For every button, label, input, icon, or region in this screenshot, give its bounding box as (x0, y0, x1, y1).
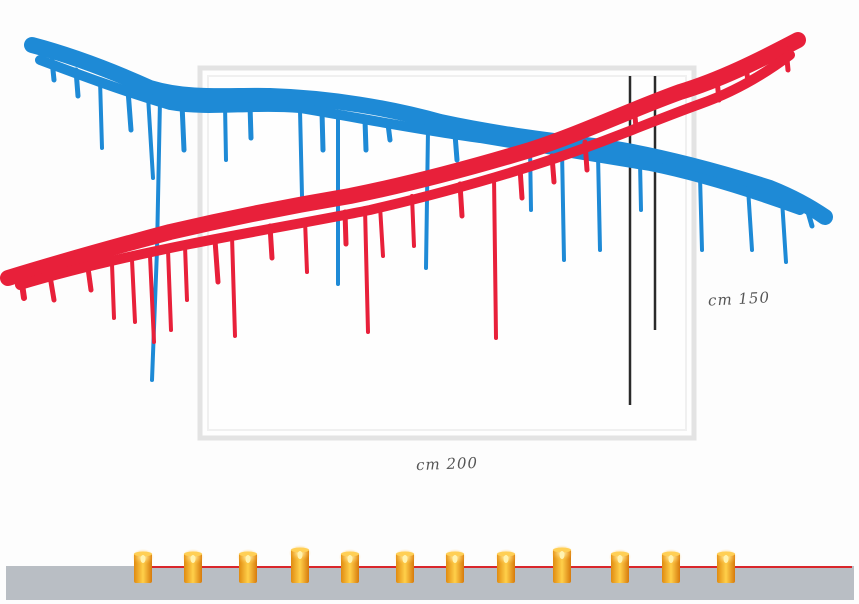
candle-flame (503, 555, 509, 563)
candle-flame (245, 555, 251, 563)
candle-rim (291, 547, 309, 553)
candle-rim (497, 551, 515, 557)
candle (495, 549, 517, 583)
candle (237, 549, 259, 583)
candle (132, 549, 154, 583)
candle-rim (717, 551, 735, 557)
candle-flame (617, 555, 623, 563)
candle-flame (347, 555, 353, 563)
blue-paint-drips (49, 57, 815, 382)
candle (609, 549, 631, 583)
candle-rim (553, 547, 571, 553)
candle (339, 549, 361, 583)
candle-rim (341, 551, 359, 557)
candle-flame (402, 555, 408, 563)
candle (660, 549, 682, 583)
candle (715, 549, 737, 583)
candle-flame (140, 555, 146, 563)
red-paint-stroke (0, 32, 806, 290)
candle (444, 549, 466, 583)
candle-flame (723, 555, 729, 563)
candle-flame (190, 555, 196, 563)
candle-rim (662, 551, 680, 557)
height-dimension-label: cm 150 (707, 288, 771, 310)
candle (289, 545, 311, 583)
candle-rim (184, 551, 202, 557)
candle-rim (611, 551, 629, 557)
candle-flame (297, 551, 303, 559)
candle-flame (668, 555, 674, 563)
candle-rim (446, 551, 464, 557)
candle-rim (396, 551, 414, 557)
blue-paint-stroke (24, 37, 833, 225)
width-dimension-label: cm 200 (415, 453, 479, 475)
candle-flame (559, 551, 565, 559)
candle-flame (452, 555, 458, 563)
candle-rim (134, 551, 152, 557)
candle (394, 549, 416, 583)
red-paint-drips (19, 45, 791, 344)
candle (182, 549, 204, 583)
candle (551, 545, 573, 583)
candle-rim (239, 551, 257, 557)
candle-row (132, 545, 737, 583)
picture-frame-inner (207, 75, 687, 431)
